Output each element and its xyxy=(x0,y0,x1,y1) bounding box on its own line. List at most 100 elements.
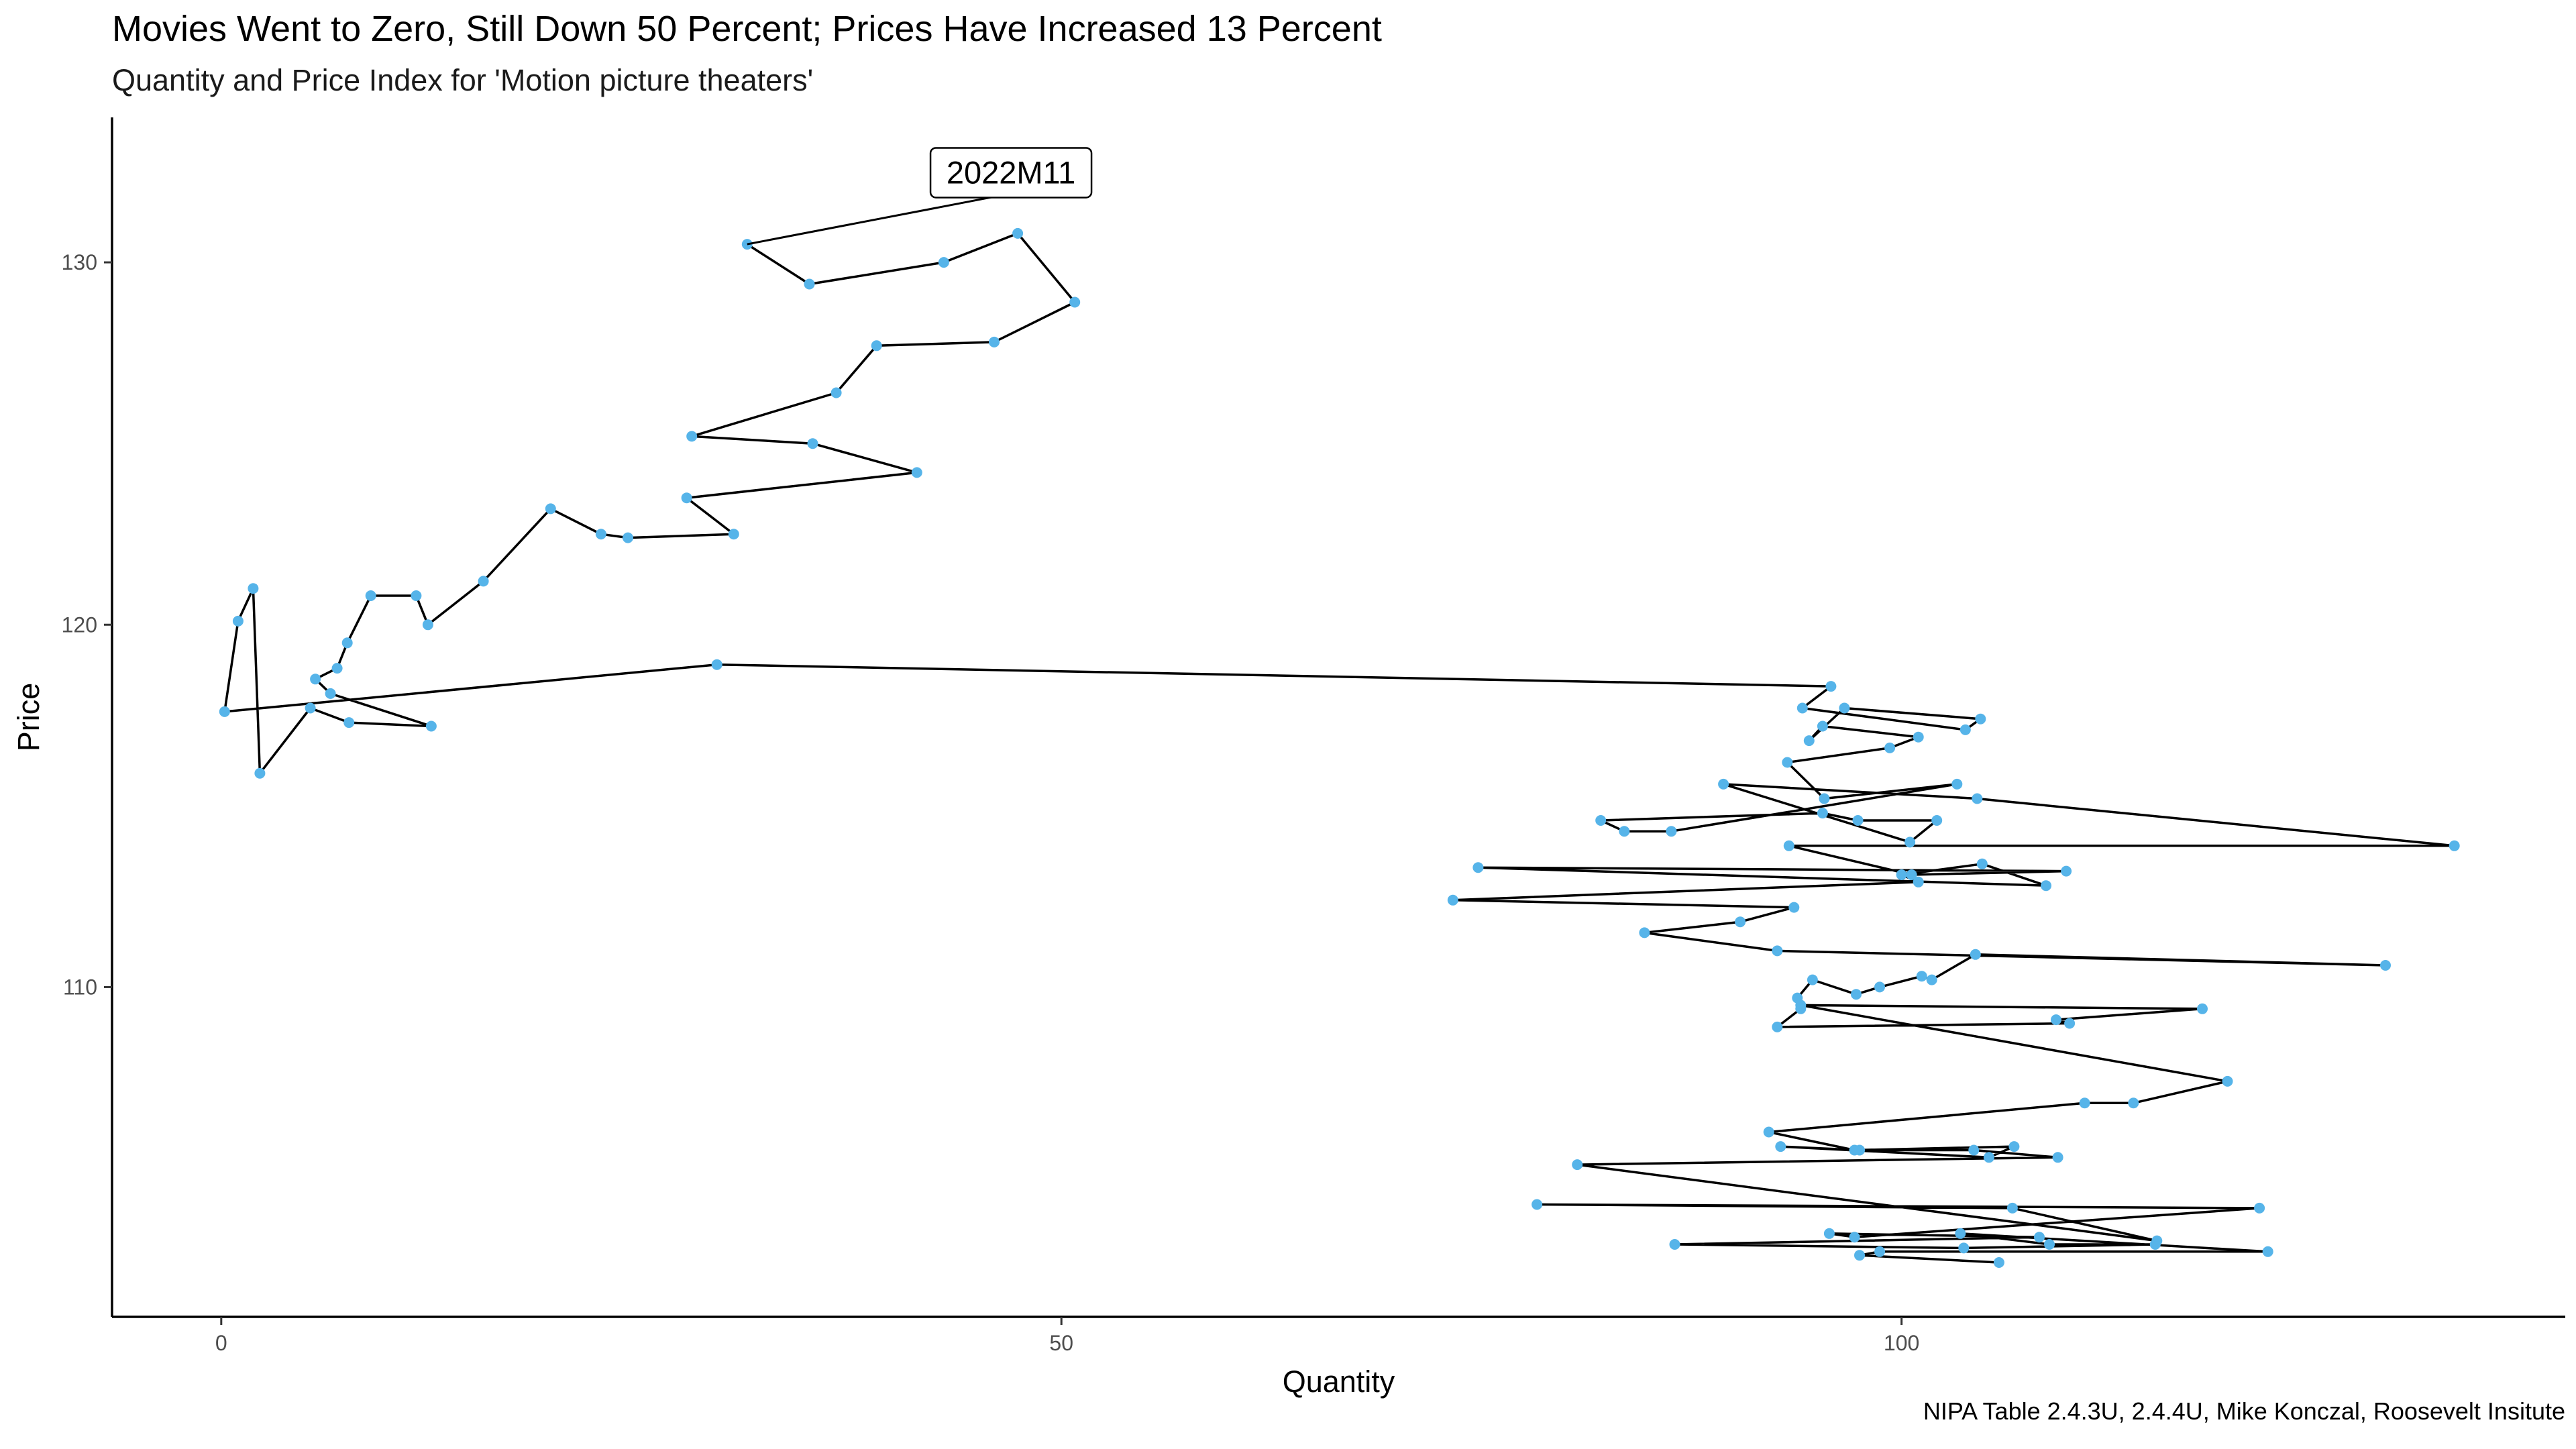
data-point xyxy=(254,767,266,779)
latest-point-annotation: 2022M11 xyxy=(747,147,1093,246)
data-point xyxy=(1472,862,1484,873)
data-point xyxy=(1012,227,1024,239)
x-axis-title: Quantity xyxy=(1283,1364,1395,1399)
data-point xyxy=(1763,1126,1774,1138)
data-point xyxy=(478,576,489,587)
data-point xyxy=(310,674,321,685)
data-point xyxy=(1913,731,1924,743)
data-point xyxy=(2449,840,2460,851)
data-point xyxy=(545,503,556,515)
x-tick-label: 100 xyxy=(1884,1331,1919,1355)
data-point xyxy=(2079,1097,2090,1109)
data-point xyxy=(1906,869,1917,880)
data-point xyxy=(1874,981,1885,993)
data-point xyxy=(595,529,606,540)
data-point xyxy=(1069,297,1081,308)
data-point xyxy=(1817,808,1828,819)
data-point xyxy=(1970,949,1981,960)
data-point xyxy=(1976,858,1988,869)
data-point xyxy=(2051,1014,2061,1026)
data-point xyxy=(2262,1246,2273,1257)
data-point xyxy=(2052,1152,2063,1163)
data-point xyxy=(1839,702,1850,714)
data-point xyxy=(871,340,882,352)
data-point xyxy=(1926,974,1937,985)
data-point xyxy=(422,619,433,631)
data-point xyxy=(1851,989,1862,1000)
data-point xyxy=(1993,1257,2004,1268)
source-caption: NIPA Table 2.4.3U, 2.4.4U, Mike Konczal,… xyxy=(1923,1397,2565,1425)
data-point xyxy=(989,336,1000,347)
y-tick-label: 110 xyxy=(63,975,97,999)
data-point xyxy=(1958,1242,1970,1254)
data-point xyxy=(2254,1202,2265,1214)
chart-title: Movies Went to Zero, Still Down 50 Perce… xyxy=(112,9,1382,49)
series-points xyxy=(219,227,2460,1268)
data-point xyxy=(1772,1021,1783,1032)
data-point xyxy=(219,706,230,717)
data-point xyxy=(2064,1018,2076,1029)
annotation-box xyxy=(929,147,1093,199)
data-point xyxy=(232,615,244,627)
data-point xyxy=(1619,826,1630,837)
data-point xyxy=(1782,757,1793,768)
data-point xyxy=(1960,724,1971,735)
data-point xyxy=(711,659,722,670)
data-point xyxy=(1825,681,1837,692)
data-point xyxy=(807,438,818,449)
data-point xyxy=(1884,742,1896,753)
data-point xyxy=(1819,793,1830,804)
data-point xyxy=(830,387,842,398)
data-point xyxy=(1572,1159,1583,1171)
data-point xyxy=(1735,916,1746,928)
data-point xyxy=(741,239,753,250)
data-point xyxy=(1669,1239,1680,1250)
data-point xyxy=(341,637,353,649)
data-point xyxy=(1817,720,1828,732)
data-point xyxy=(1807,974,1818,985)
chart-subtitle: Quantity and Price Index for 'Motion pic… xyxy=(112,63,814,97)
data-point xyxy=(1849,1144,1860,1156)
y-axis-title: Price xyxy=(11,683,46,752)
data-point xyxy=(1951,778,1963,790)
data-point xyxy=(1639,927,1650,938)
annotation-leader-line xyxy=(747,192,1012,246)
data-point xyxy=(623,532,633,543)
data-point xyxy=(1972,793,1983,804)
data-point xyxy=(1955,1228,1966,1239)
series-path xyxy=(223,232,2456,1264)
data-point xyxy=(1874,1246,1885,1257)
data-point xyxy=(331,663,343,674)
data-point xyxy=(1931,815,1943,826)
data-point xyxy=(1849,1232,1860,1243)
axes xyxy=(111,117,2565,1318)
data-point xyxy=(1916,971,1927,982)
data-point xyxy=(1775,1141,1786,1152)
data-point xyxy=(1975,713,1986,724)
data-point xyxy=(2006,1202,2018,1214)
data-point xyxy=(1983,1152,1994,1163)
data-point xyxy=(325,688,336,699)
data-point xyxy=(1803,735,1815,747)
data-point xyxy=(1904,837,1916,848)
data-point xyxy=(686,431,698,442)
data-point xyxy=(411,590,422,601)
data-point xyxy=(681,492,692,504)
data-point xyxy=(1823,1228,1835,1239)
data-point xyxy=(1718,778,1729,790)
data-point xyxy=(2380,960,2391,971)
data-point xyxy=(938,257,949,268)
data-point xyxy=(1852,815,1864,826)
data-point xyxy=(2128,1097,2139,1109)
data-point xyxy=(2044,1239,2055,1250)
data-point xyxy=(1854,1250,1865,1261)
data-point xyxy=(1783,840,1794,851)
annotation-label: 2022M11 xyxy=(947,154,1076,190)
data-point xyxy=(2041,880,2051,892)
data-point xyxy=(305,702,316,714)
y-tick-label: 130 xyxy=(62,250,97,274)
data-point xyxy=(1595,815,1607,826)
data-point xyxy=(1796,702,1808,714)
data-point xyxy=(343,717,355,729)
data-point xyxy=(804,278,815,290)
